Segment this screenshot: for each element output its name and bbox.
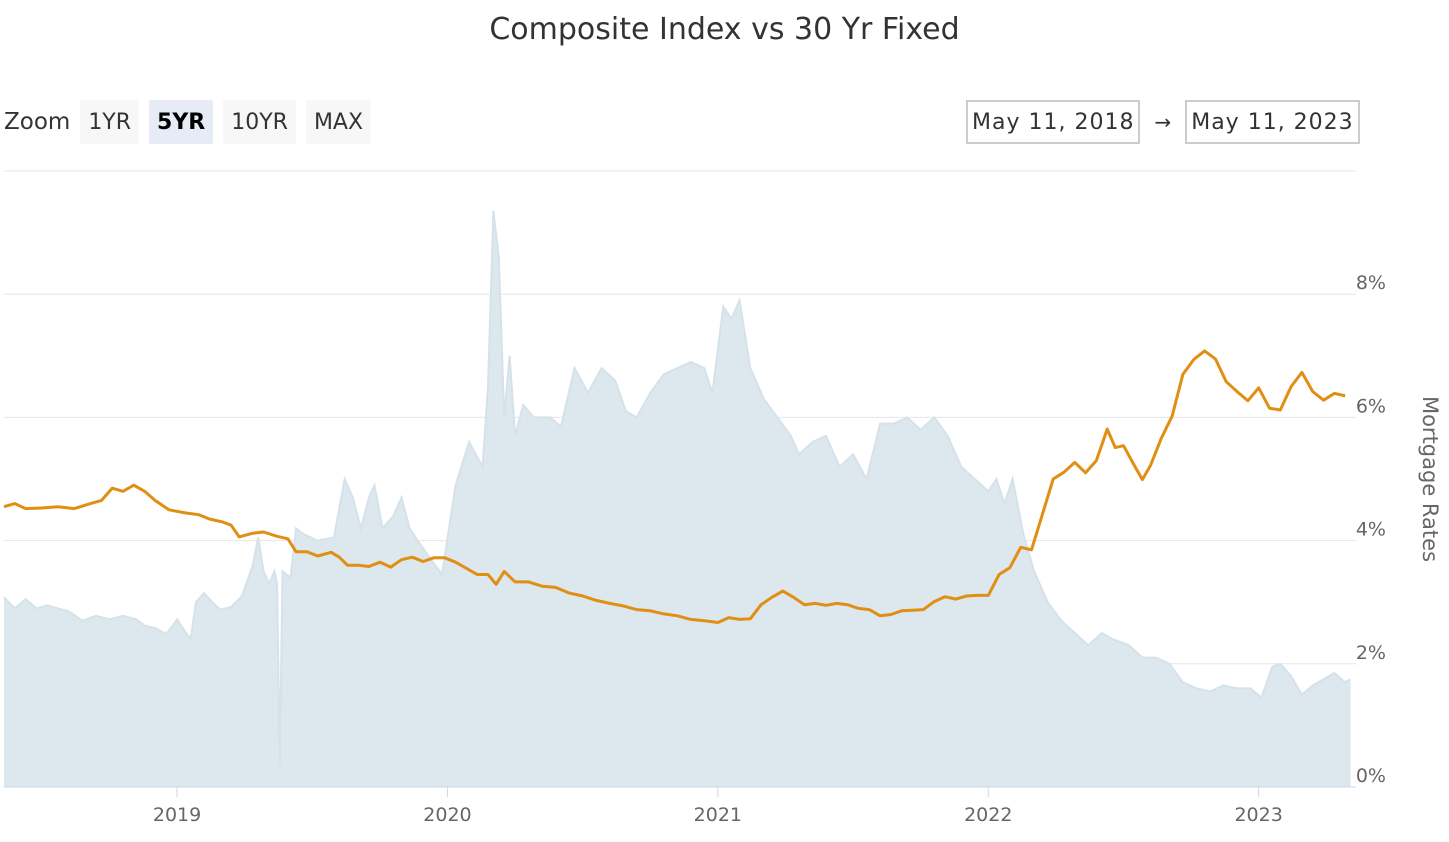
x-tick-label: 2021 — [694, 804, 742, 826]
x-tick-label: 2022 — [964, 804, 1012, 826]
zoom-max-button[interactable]: MAX — [305, 100, 372, 144]
zoom-1yr-button[interactable]: 1YR — [80, 100, 140, 144]
x-tick-label: 2019 — [153, 804, 201, 826]
composite-index-line — [3, 210, 1352, 766]
y-axis-title: Mortgage Rates — [1418, 396, 1442, 562]
mortgage-rate-line — [3, 349, 1346, 624]
y-tick-label: 0% — [1356, 765, 1386, 787]
zoom-10yr-button[interactable]: 10YR — [223, 100, 296, 144]
zoom-label: Zoom — [4, 109, 71, 135]
y-tick-label: 8% — [1356, 272, 1386, 294]
range-to-input[interactable]: May 11, 2023 — [1185, 100, 1360, 144]
date-range: May 11, 2018 → May 11, 2023 — [966, 100, 1360, 144]
chart-title: Composite Index vs 30 Yr Fixed — [489, 12, 960, 47]
y-tick-label: 6% — [1356, 395, 1386, 417]
zoom-bar: Zoom 1YR 5YR 10YR MAX — [4, 100, 381, 144]
composite-index-area — [4, 211, 1351, 787]
range-from-input[interactable]: May 11, 2018 — [966, 100, 1141, 144]
range-arrow: → — [1154, 110, 1172, 134]
y-tick-label: 2% — [1356, 642, 1386, 664]
y-tick-label: 4% — [1356, 519, 1386, 541]
x-tick-label: 2020 — [423, 804, 471, 826]
zoom-5yr-button[interactable]: 5YR — [149, 100, 214, 144]
x-tick-label: 2023 — [1234, 804, 1282, 826]
